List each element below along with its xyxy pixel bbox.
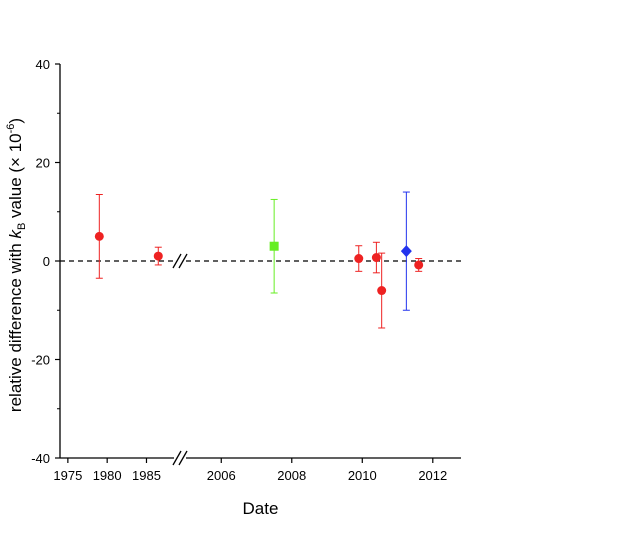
data-point-square [269,241,279,251]
zero-line-break-mark [178,253,188,269]
axes: -40 -20 0 20 40 1975 1980 1985 2006 2008 2010 2012 [31,57,461,483]
y-tick-label: -40 [31,451,50,466]
y-axis-title: relative difference with kB value (× 10-… [5,118,28,412]
data-point-circle [371,253,381,263]
x-tick-label: 2010 [348,468,377,483]
y-axis-title-subscript: B [16,223,28,230]
data-point-circle [414,260,424,270]
x-tick-label: 1985 [132,468,161,483]
y-axis-title-variable: k [6,229,25,239]
y-axis-title-superscript: -6 [5,124,17,134]
x-tick-label: 2012 [418,468,447,483]
labels-layer: Date relative difference with kB value (×… [5,118,278,518]
data-point-circle [377,286,387,296]
data-point-circle [354,254,364,264]
data-point-diamond [400,245,412,258]
x-tick-label: 2008 [277,468,306,483]
y-tick-label: 0 [43,254,50,269]
x-tick-label: 1975 [53,468,82,483]
x-tick-label: 1980 [93,468,122,483]
y-tick-label: -20 [31,353,50,368]
zero-line-break-mark [172,253,182,269]
y-tick-label: 40 [36,57,50,72]
data-layer [94,191,424,329]
x-tick-label: 2006 [207,468,236,483]
x-axis-break-mark [178,450,188,466]
y-axis-title-middle: value (× 10 [6,133,25,222]
x-axis-break-mark [172,450,182,466]
x-axis-title: Date [243,499,279,518]
data-point-circle [94,231,104,241]
y-tick-label: 20 [36,156,50,171]
data-point-circle [153,251,163,261]
y-axis-title-suffix: ) [6,118,25,124]
y-axis-title-prefix: relative difference with [6,239,25,413]
